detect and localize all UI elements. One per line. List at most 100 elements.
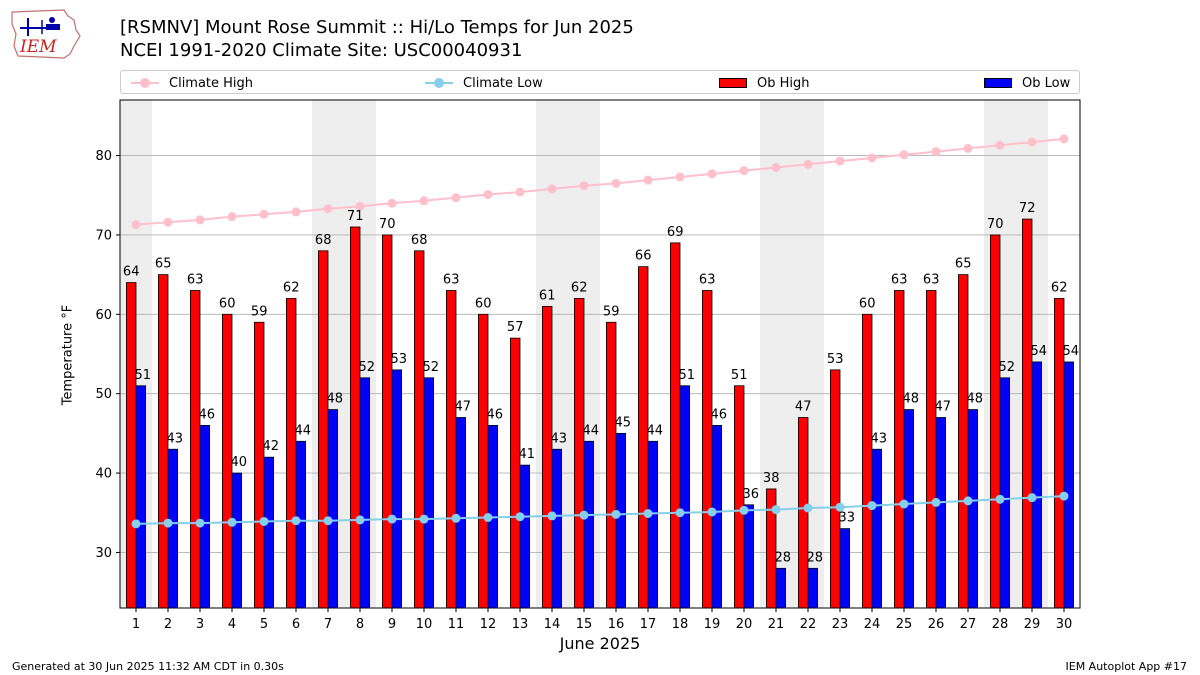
climate-low-point [163, 518, 173, 528]
ob-high-bar [126, 282, 137, 609]
svg-text:IEM: IEM [19, 37, 57, 57]
ob-high-value-label: 51 [731, 368, 748, 383]
ob-low-bar [871, 448, 883, 609]
ob-low-value-label: 53 [391, 352, 408, 367]
climate-high-point [227, 212, 237, 222]
ob-low-bar [231, 472, 243, 609]
ob-high-value-label: 59 [251, 304, 268, 319]
ob-low-value-label: 46 [199, 407, 216, 422]
ob-low-bar [135, 385, 147, 609]
y-tick-label: 30 [95, 546, 112, 561]
ob-high-bar [830, 369, 841, 609]
ob-high-value-label: 68 [411, 233, 428, 248]
climate-high-point [579, 181, 589, 191]
climate-low-point [835, 502, 845, 512]
climate-high-point [867, 153, 877, 163]
ob-low-value-label: 36 [743, 487, 760, 502]
footer-generated: Generated at 30 Jun 2025 11:32 AM CDT in… [12, 660, 284, 673]
legend-label: Climate Low [463, 75, 543, 91]
ob-low-bar [455, 417, 467, 609]
climate-high-line [135, 137, 1065, 226]
legend-label: Ob Low [1022, 75, 1071, 91]
ob-high-value-label: 70 [987, 217, 1004, 232]
ob-high-value-label: 47 [795, 400, 812, 415]
x-tick-label: 30 [1056, 617, 1073, 632]
bars [126, 218, 1075, 609]
ob-low-bar [167, 448, 179, 609]
climate-high-point [771, 162, 781, 172]
climate-high-point [643, 175, 653, 185]
ob-low-bar [519, 464, 531, 609]
ob-high-value-label: 69 [667, 225, 684, 240]
x-tick-label: 14 [544, 617, 561, 632]
climate-high-point [163, 217, 173, 227]
ob-high-bar [574, 298, 585, 609]
ob-low-bar [327, 409, 339, 609]
x-tick-label: 28 [992, 617, 1009, 632]
climate-high-point [707, 169, 717, 179]
x-tick-label: 18 [672, 617, 689, 632]
y-tick-label: 50 [95, 387, 112, 402]
climate-low-point [611, 509, 621, 519]
ob-low-bar [839, 528, 851, 609]
ob-high-value-label: 59 [603, 304, 620, 319]
ob-low-bar [743, 504, 755, 609]
ob-low-value-label: 44 [295, 423, 312, 438]
x-tick-label: 27 [960, 617, 977, 632]
x-tick-label: 10 [416, 617, 433, 632]
climate-low-point [387, 514, 397, 524]
ob-high-value-label: 63 [443, 273, 460, 288]
ob-high-value-label: 57 [507, 320, 524, 335]
ob-low-bar [903, 409, 915, 609]
ob-high-swatch-icon [719, 78, 747, 88]
x-tick-label: 1 [132, 617, 140, 632]
ob-low-value-label: 42 [263, 439, 280, 454]
x-tick-label: 4 [228, 617, 236, 632]
y-tick-label: 70 [95, 228, 112, 243]
ob-high-value-label: 63 [891, 273, 908, 288]
climate-low-point [195, 518, 205, 528]
ob-low-value-label: 51 [679, 368, 696, 383]
ob-high-bar [349, 226, 361, 609]
x-tick-label: 8 [356, 617, 364, 632]
ob-low-swatch-icon [984, 78, 1012, 88]
ob-high-value-label: 65 [955, 257, 972, 272]
x-tick-label: 29 [1024, 617, 1041, 632]
climate-low-point [227, 517, 237, 527]
ob-high-bar [958, 274, 969, 609]
ob-low-value-label: 43 [871, 431, 888, 446]
ob-low-value-label: 47 [935, 400, 952, 415]
climate-low-point [995, 494, 1005, 504]
ob-low-bar [359, 377, 371, 609]
ob-low-value-label: 48 [903, 392, 920, 407]
x-axis-label: June 2025 [559, 634, 641, 653]
ob-high-bar [381, 234, 393, 609]
ob-low-value-label: 41 [519, 447, 536, 462]
ob-high-bar [990, 234, 1001, 609]
ob-high-value-label: 60 [859, 296, 876, 311]
ob-low-value-label: 43 [551, 431, 568, 446]
ob-low-value-label: 54 [1063, 344, 1080, 359]
climate-high-point [547, 184, 557, 194]
climate-low-point [515, 512, 525, 522]
ob-high-value-label: 62 [571, 280, 588, 295]
ob-low-value-label: 52 [359, 360, 376, 375]
legend-item-climate-high: Climate High [131, 74, 253, 92]
x-tick-label: 20 [736, 617, 753, 632]
y-tick-label: 40 [95, 467, 112, 482]
climate-low-point [739, 505, 749, 515]
ob-low-value-label: 52 [999, 360, 1016, 375]
ob-low-value-label: 46 [711, 407, 728, 422]
ob-low-bar [935, 417, 947, 609]
climate-low-point [771, 505, 781, 515]
ob-low-bar [423, 377, 435, 609]
ob-low-bar [263, 456, 275, 609]
climate-low-point [1027, 493, 1037, 503]
legend-label: Ob High [757, 75, 810, 91]
ob-high-bar [606, 321, 617, 609]
climate-high-point [611, 178, 621, 188]
ob-low-bar [1031, 361, 1043, 609]
ob-high-value-label: 53 [827, 352, 844, 367]
climate-high-point [803, 159, 813, 169]
